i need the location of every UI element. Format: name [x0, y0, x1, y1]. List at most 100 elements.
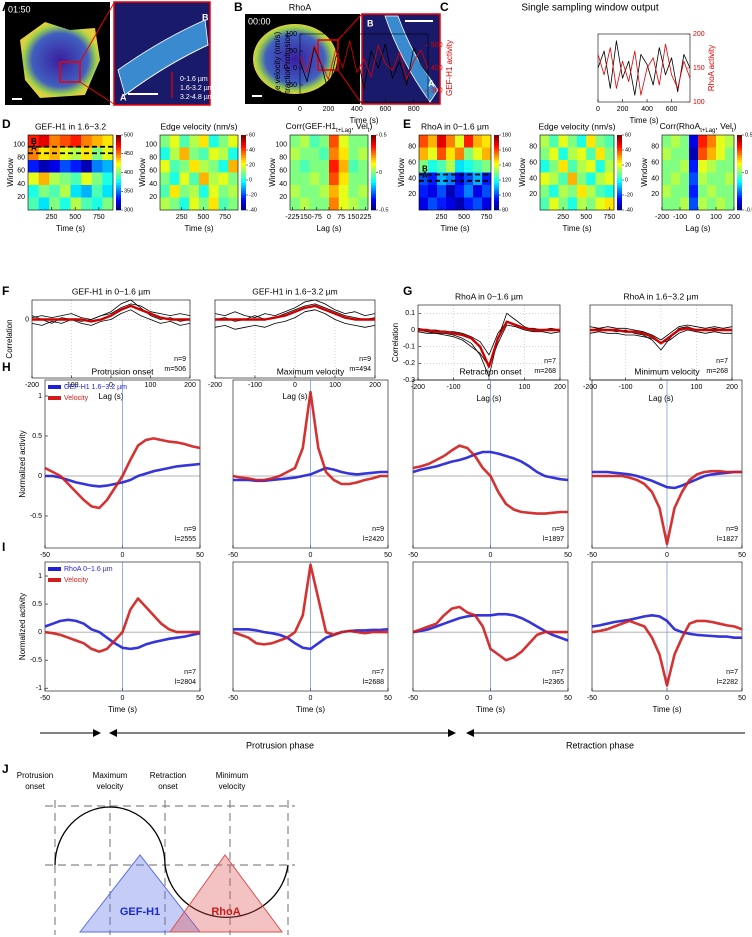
chart-title: RhoA in 0~1.6 µm [455, 291, 523, 301]
x-tick-label: 200 [184, 382, 196, 389]
series-line [214, 309, 376, 330]
heatmap-cell [218, 197, 229, 211]
y-tick-label: 80 [651, 144, 659, 151]
colorbar-stripe [371, 165, 376, 168]
x-tick-label: -50 [40, 695, 50, 702]
x-tick-label: -50 [587, 552, 597, 559]
heatmap-cell [482, 147, 492, 161]
heatmap-cell [707, 197, 717, 211]
x-tick-label: -200 [655, 214, 669, 221]
y2-tick-label: 200 [693, 31, 705, 38]
chart-title: Corr(RhoAt+Lag, Velt) [660, 121, 737, 133]
x-tick-label: 150 [348, 214, 360, 221]
heatmap-cell [290, 160, 301, 173]
x-tick-label: 0 [696, 214, 700, 221]
heatmap-cell [358, 147, 369, 161]
heatmap-cell [725, 135, 735, 148]
x-tick-label: 75 [337, 214, 345, 221]
heatmap-cell [437, 160, 447, 173]
x-tick-label: 200 [323, 106, 335, 113]
heatmap-cell [208, 197, 219, 211]
colorbar-label: 140 [502, 162, 511, 168]
heatmap-cell [319, 185, 330, 198]
colorbar-label: 0 [249, 177, 252, 183]
x-tick-label: 800 [408, 106, 420, 113]
colorbar-stripe [371, 170, 376, 173]
x-tick-label: 50 [196, 552, 204, 559]
colorbar-stripe [617, 145, 622, 148]
heatmap-cell [604, 185, 615, 198]
heatmap-cell [49, 185, 61, 198]
colorbar-label: 350 [124, 189, 133, 195]
heatmap-cell [455, 185, 465, 198]
colorbar-stripe [494, 192, 499, 196]
colorbar-label: 60 [249, 132, 255, 138]
colorbar-stripe [371, 187, 376, 191]
colorbar-stripe [116, 190, 121, 193]
colorbar-label: 160 [502, 147, 511, 153]
x-tick-label: -200 [208, 382, 222, 389]
heatmap-cell [707, 185, 717, 198]
x-axis-label: Time (s) [629, 116, 658, 125]
heatmap-cell [348, 147, 359, 161]
x-tick-label: 0 [665, 695, 669, 702]
heatmap-cell [70, 135, 82, 148]
event-label: Protrusion onset [17, 771, 53, 791]
y-axis-label: Edge velocity (nm/s) [273, 31, 282, 104]
heatmap-cell [329, 160, 340, 173]
heatmap-cell [28, 197, 39, 211]
colorbar-stripe [494, 152, 499, 156]
heatmap-cell [698, 185, 708, 198]
x-tick-label: 0 [309, 695, 313, 702]
colorbar-stripe [116, 182, 121, 186]
y-tick-label: -0.2 [403, 360, 415, 367]
y-tick-label: 60 [17, 168, 25, 175]
chart-title: RhoA in 1.6~3.2 µm [623, 291, 698, 301]
colorbar-label: -0.5 [745, 207, 752, 213]
colorbar-label: 100 [502, 192, 511, 198]
y2-tick-label: 100 [693, 99, 705, 106]
heatmap-cell [549, 135, 559, 148]
annotation: m=268 [706, 368, 728, 375]
x-tick-label: 100 [691, 384, 703, 391]
x-tick-label: 250 [46, 214, 58, 221]
colorbar-stripe [116, 160, 121, 163]
heatmap-cell [70, 160, 82, 173]
panel-letter: F [2, 284, 9, 298]
marker-label: B [422, 165, 428, 174]
heatmap-cell [81, 172, 93, 186]
heatmap-cell [671, 197, 681, 211]
colorbar-stripe [737, 177, 742, 181]
x-axis-label: Lag (s) [686, 224, 711, 233]
heatmap-cell [549, 185, 559, 198]
heatmap-cell [662, 185, 672, 198]
heatmap-cell [671, 160, 681, 173]
event-label: Minimum velocity [216, 771, 249, 791]
y-tick-label: 1 [38, 573, 42, 580]
colorbar-stripe [737, 185, 742, 188]
colorbar-stripe [116, 147, 121, 151]
x-tick-label: 200 [554, 384, 566, 391]
heatmap-cell [446, 135, 456, 148]
heatmap-cell [482, 160, 492, 173]
x-tick-label: -100 [446, 384, 460, 391]
series-line [32, 304, 190, 323]
y-tick-label: 0 [411, 327, 415, 334]
annotation: l=2420 [363, 536, 384, 543]
colorbar-stripe [617, 197, 622, 201]
heatmap-cell [160, 147, 171, 161]
heatmap-cell [169, 197, 180, 211]
colorbar-stripe [371, 200, 376, 203]
x-axis-label: Time (s) [349, 116, 378, 125]
heatmap-cell [59, 135, 71, 148]
heatmap-cell [549, 160, 559, 173]
x-tick-label: 750 [604, 214, 616, 221]
annotation: n=7 [372, 669, 384, 676]
heatmap-cell [437, 172, 447, 186]
colorbar-stripe [494, 185, 499, 188]
y2-tick-label: 300 [431, 88, 443, 95]
heatmap-cell [199, 147, 210, 161]
x-tick-label: -50 [408, 552, 418, 559]
colorbar-stripe [617, 155, 622, 158]
